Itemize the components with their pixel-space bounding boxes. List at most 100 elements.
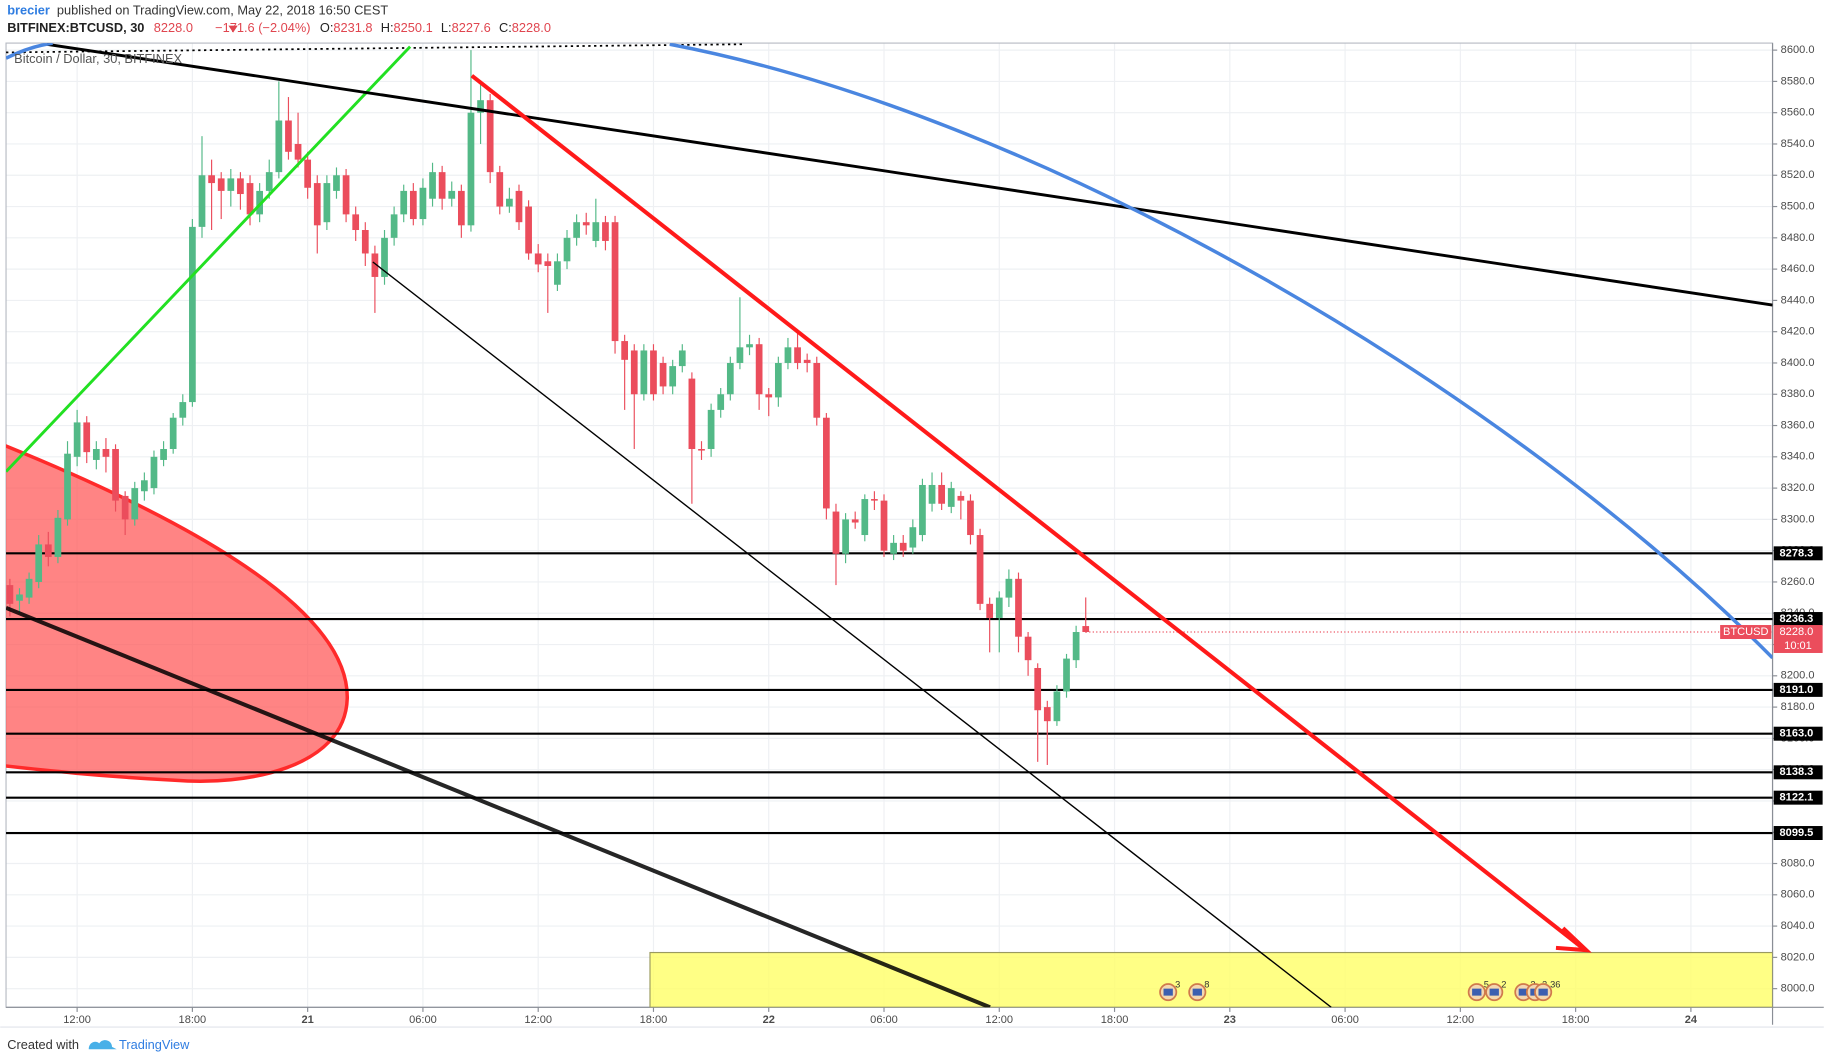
candle-body (150, 456, 158, 489)
y-tick-label: 8180.0 (1781, 701, 1815, 713)
candle-body (198, 175, 206, 227)
x-tick-label: 06:00 (870, 1014, 898, 1026)
countdown: 10:01 (1784, 640, 1812, 652)
red-trend-line (470, 74, 1586, 951)
candle-body (640, 350, 648, 395)
candle-body (794, 347, 801, 363)
event-count: 36 (1550, 980, 1560, 990)
level-label-box (1773, 546, 1823, 561)
candle-body (169, 417, 177, 450)
candle-body (515, 190, 523, 223)
candle-body (121, 495, 129, 520)
candle-body (1024, 636, 1032, 661)
y-tick-label: 8540.0 (1781, 138, 1815, 150)
y-tick-label: 8340.0 (1781, 451, 1815, 463)
candle-body (16, 594, 23, 601)
event-flag (1472, 988, 1482, 996)
level-label-box (1773, 612, 1823, 627)
candle-body (457, 190, 465, 226)
level-label-box (1773, 765, 1823, 780)
candle-body (285, 120, 292, 152)
level-label: 8122.1 (1780, 792, 1814, 804)
x-tick-label: 18:00 (640, 1014, 668, 1026)
candle-body (189, 226, 196, 403)
last-price-label: 8228.0 (1780, 626, 1814, 638)
x-tick-label: 12:00 (985, 1014, 1013, 1026)
candle-body (352, 214, 360, 231)
candle-body (688, 378, 696, 450)
x-tick-label: 21 (302, 1014, 314, 1026)
candle-body (217, 178, 225, 191)
symbol-label-box (1720, 625, 1772, 640)
event-count: 8 (1204, 980, 1209, 990)
candle-body (534, 253, 542, 265)
candle-body (467, 112, 475, 226)
x-tick-label: 06:00 (409, 1014, 437, 1026)
publish-line: brecier published on TradingView.com, Ma… (7, 3, 388, 18)
h: 8250.1 (394, 20, 433, 35)
level-label: 8138.3 (1780, 766, 1814, 778)
candle-body (246, 183, 254, 215)
tv-logo (88, 1040, 117, 1050)
target-zone (649, 951, 1773, 1008)
candle-body (35, 544, 43, 582)
candle-body (880, 500, 888, 551)
candle-body (995, 597, 1003, 618)
event-flag (1489, 988, 1499, 996)
candle-body (506, 198, 513, 207)
candle-body (1053, 691, 1061, 722)
x-tick-label: 12:00 (1447, 1014, 1475, 1026)
y-tick-label: 8360.0 (1781, 419, 1815, 431)
candle-body (823, 417, 830, 509)
green-trend-line (6, 45, 412, 473)
c: 8228.0 (512, 20, 551, 35)
candle-body (832, 511, 840, 554)
x-tick-label: 18:00 (1562, 1014, 1590, 1026)
y-tick-label: 8080.0 (1781, 857, 1815, 869)
candle-body (112, 449, 119, 501)
candle-body (400, 190, 408, 215)
y-tick-label: 8520.0 (1781, 169, 1815, 181)
candle-body (486, 100, 494, 173)
candle-body (438, 172, 446, 199)
candle-body (525, 206, 532, 254)
level-label-box (1773, 790, 1823, 805)
candle-body (573, 222, 580, 238)
candle-body (102, 449, 110, 457)
h-label: H: (381, 20, 394, 35)
candle-body (227, 178, 235, 191)
event-count: 2 (1501, 980, 1506, 990)
candle-body (986, 603, 994, 618)
symbol-line: BITFINEX:BTCUSD, 30 8228.0 −171.6 (−2.04… (7, 20, 551, 35)
author[interactable]: brecier (7, 3, 50, 18)
candle-body (333, 175, 340, 191)
candle-body (669, 366, 677, 387)
candle-body (160, 449, 167, 460)
published: published on TradingView.com, May 22, 20… (57, 3, 388, 18)
y-tick-label: 8440.0 (1781, 294, 1815, 306)
candle-body (736, 347, 744, 363)
candle-body (919, 484, 926, 536)
level-label: 8278.3 (1780, 547, 1814, 559)
candle-body (256, 190, 263, 215)
y-tick-label: 8380.0 (1781, 388, 1815, 400)
black-lower-line (6, 605, 991, 1008)
candle-body (208, 175, 215, 184)
footer-brand[interactable]: TradingView (119, 1037, 190, 1052)
candle-body (899, 542, 907, 551)
candle-body (544, 261, 552, 266)
candle-body (323, 183, 331, 223)
candle-body (83, 422, 91, 453)
level-label: 8191.0 (1780, 684, 1814, 696)
candle-body (765, 394, 773, 398)
x-tick-label: 18:00 (179, 1014, 207, 1026)
candle-body (179, 402, 187, 418)
dotted-line (6, 43, 742, 54)
change: −171.6 (−2.04%) (215, 20, 310, 35)
y-tick-label: 8260.0 (1781, 576, 1815, 588)
candle-body (419, 187, 427, 220)
candle-body (64, 453, 71, 520)
event-flag (1192, 988, 1202, 996)
level-label-box (1773, 826, 1823, 841)
